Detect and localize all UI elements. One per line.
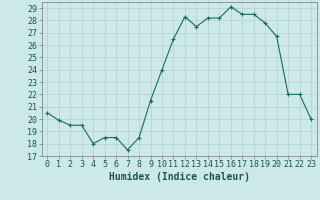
X-axis label: Humidex (Indice chaleur): Humidex (Indice chaleur) bbox=[109, 172, 250, 182]
